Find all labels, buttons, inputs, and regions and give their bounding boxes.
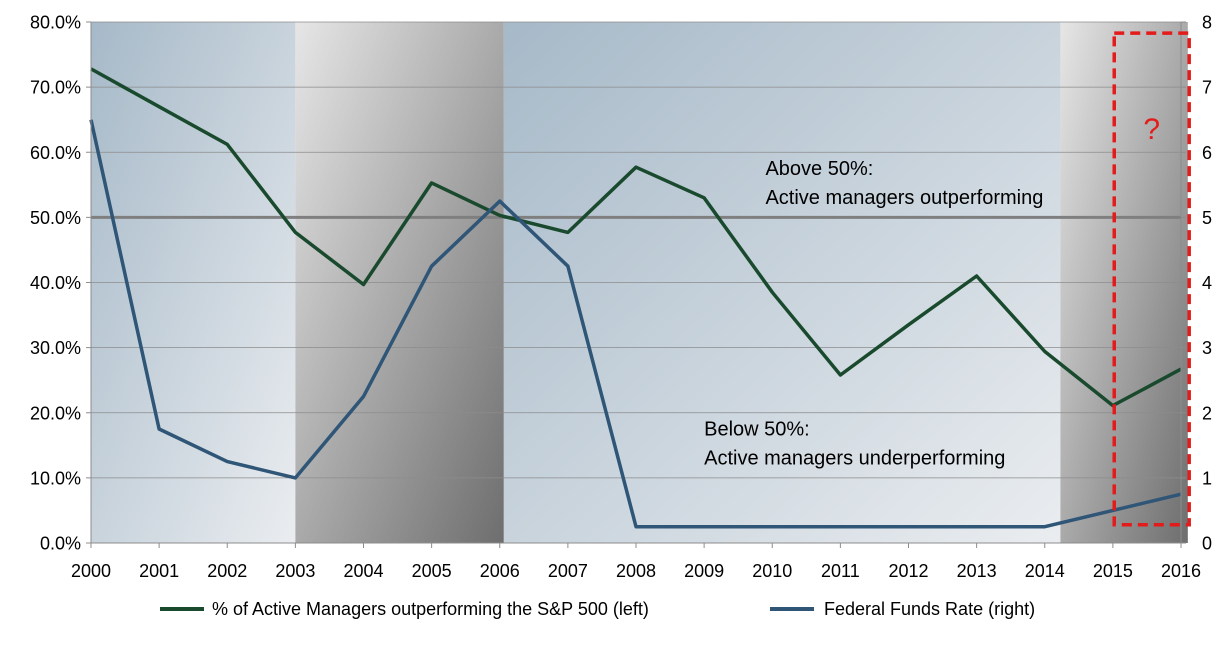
annotation-text: Active managers underperforming	[704, 448, 1005, 470]
x-tick-label: 2013	[957, 561, 997, 581]
y-left-tick-label: 0.0%	[40, 534, 81, 554]
y-right-tick-label: 0	[1202, 534, 1212, 554]
y-right-tick-label: 7	[1202, 78, 1212, 98]
x-tick-label: 2003	[275, 561, 315, 581]
annotation-text: Below 50%:	[704, 419, 810, 441]
y-left-tick-label: 40.0%	[30, 273, 81, 293]
x-tick-label: 2004	[343, 561, 383, 581]
y-left-tick-label: 60.0%	[30, 143, 81, 163]
x-tick-label: 2012	[888, 561, 928, 581]
x-tick-label: 2008	[616, 561, 656, 581]
y-right-tick-label: 4	[1202, 273, 1212, 293]
legend-label-active-managers: % of Active Managers outperforming the S…	[212, 599, 649, 619]
x-tick-label: 2010	[752, 561, 792, 581]
y-left-tick-label: 10.0%	[30, 468, 81, 488]
y-right-tick-label: 1	[1202, 468, 1212, 488]
x-tick-label: 2001	[139, 561, 179, 581]
x-tick-label: 2000	[71, 561, 111, 581]
y-right-tick-label: 5	[1202, 208, 1212, 228]
y-right-tick-label: 3	[1202, 338, 1212, 358]
x-tick-label: 2005	[412, 561, 452, 581]
y-left-tick-label: 70.0%	[30, 78, 81, 98]
annotation-text: Above 50%:	[765, 158, 873, 180]
y-right-tick-label: 6	[1202, 143, 1212, 163]
y-left-tick-label: 50.0%	[30, 208, 81, 228]
y-right-tick-label: 2	[1202, 403, 1212, 423]
x-tick-label: 2009	[684, 561, 724, 581]
legend-label-fed-funds: Federal Funds Rate (right)	[824, 599, 1035, 619]
x-tick-label: 2006	[480, 561, 520, 581]
x-tick-label: 2011	[821, 561, 860, 581]
question-mark-label: ?	[1143, 113, 1160, 146]
y-left-tick-label: 20.0%	[30, 403, 81, 423]
x-tick-label: 2007	[548, 561, 588, 581]
x-tick-label: 2016	[1161, 561, 1201, 581]
x-tick-label: 2014	[1025, 561, 1065, 581]
x-tick-label: 2015	[1093, 561, 1133, 581]
y-right-tick-label: 8	[1202, 13, 1212, 33]
y-left-tick-label: 30.0%	[30, 338, 81, 358]
y-left-tick-label: 80.0%	[30, 13, 81, 33]
annotation-text: Active managers outperforming	[765, 187, 1043, 209]
x-tick-label: 2002	[207, 561, 247, 581]
